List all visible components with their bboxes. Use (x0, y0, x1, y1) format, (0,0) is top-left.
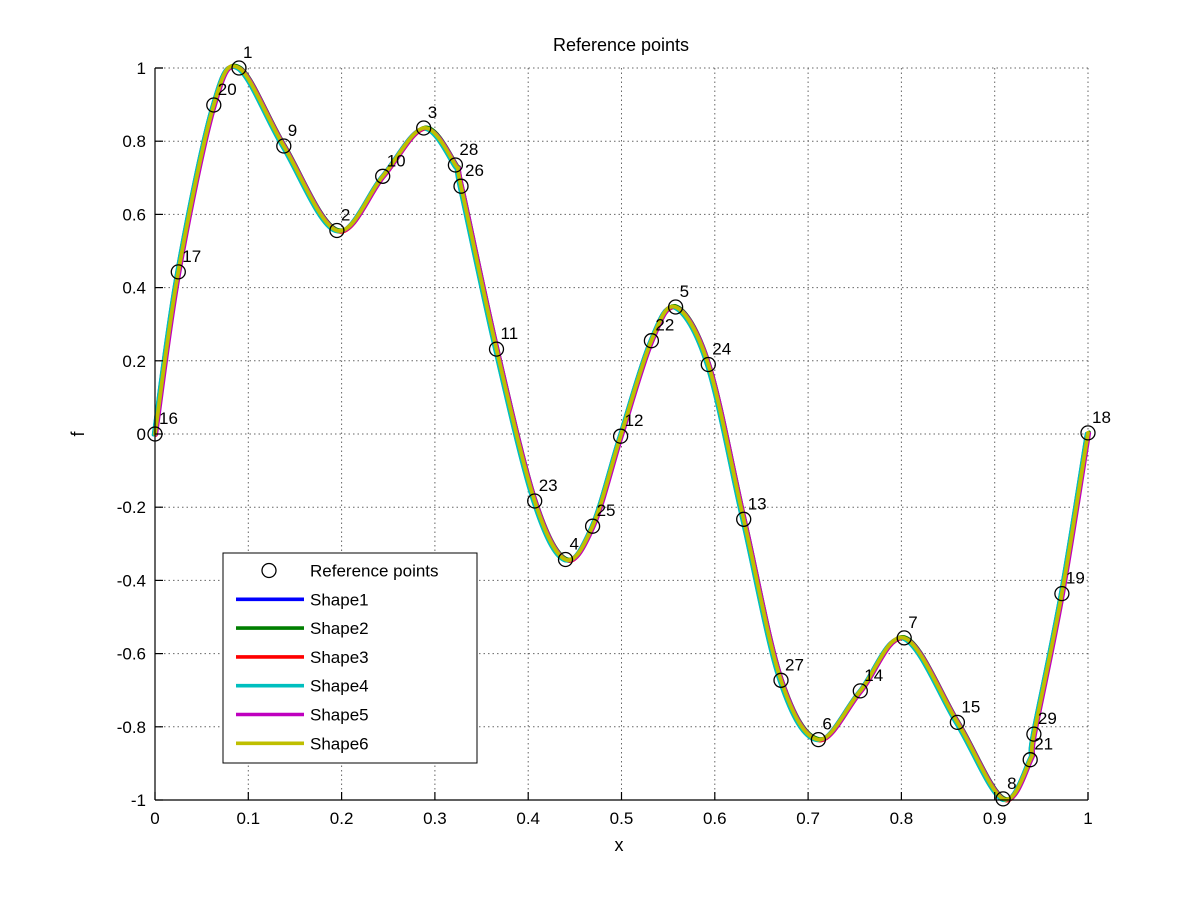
reference-point-24 (700, 356, 716, 373)
x-tick-label-0.5: 0.5 (610, 809, 634, 828)
curve-shape6 (153, 64, 1090, 802)
point-label-26: 26 (465, 161, 484, 180)
point-label-24: 24 (712, 340, 731, 359)
x-tick-label-0.8: 0.8 (890, 809, 914, 828)
reference-point-25 (584, 518, 601, 534)
reference-point-19 (1054, 585, 1070, 602)
point-label-8: 8 (1007, 774, 1016, 793)
x-tick-label-0.6: 0.6 (703, 809, 727, 828)
point-label-9: 9 (288, 121, 297, 140)
reference-point-10 (375, 168, 391, 184)
x-tick-label-1: 1 (1083, 809, 1092, 828)
point-label-2: 2 (341, 206, 350, 225)
reference-point-28 (447, 157, 464, 173)
reference-point-14 (852, 683, 868, 699)
point-label-12: 12 (625, 411, 644, 430)
reference-point-12 (612, 428, 629, 444)
point-label-28: 28 (459, 140, 478, 159)
reference-point-16 (147, 426, 163, 442)
point-label-5: 5 (680, 282, 689, 301)
reference-point-22 (643, 333, 660, 349)
x-tick-label-0: 0 (150, 809, 159, 828)
point-label-6: 6 (822, 715, 831, 734)
curves (151, 63, 1092, 803)
y-tick-label-1: 1 (137, 59, 146, 78)
point-label-23: 23 (539, 476, 558, 495)
reference-point-27 (773, 672, 789, 688)
point-label-11: 11 (501, 324, 519, 343)
reference-point-4 (557, 551, 574, 568)
reference-point-2 (329, 222, 345, 239)
point-label-25: 25 (597, 501, 616, 520)
point-label-1: 1 (243, 43, 252, 62)
point-label-18: 18 (1092, 408, 1111, 427)
y-tick-label-0.6: 0.6 (122, 205, 146, 224)
point-label-4: 4 (570, 535, 579, 554)
point-label-7: 7 (908, 613, 917, 632)
reference-point-23 (527, 493, 543, 509)
y-tick-label-0.8: 0.8 (122, 132, 146, 151)
point-label-10: 10 (387, 151, 406, 170)
reference-point-9 (276, 138, 292, 154)
reference-point-5 (667, 299, 684, 315)
reference-point-26 (453, 178, 469, 194)
x-tick-label-0.1: 0.1 (236, 809, 260, 828)
y-tick-label--0.6: -0.6 (117, 645, 146, 664)
x-tick-label-0.2: 0.2 (330, 809, 354, 828)
reference-point-21 (1022, 752, 1038, 768)
axes (154, 67, 1089, 801)
reference-point-20 (206, 97, 222, 113)
x-tick-label-0.9: 0.9 (983, 809, 1007, 828)
point-label-13: 13 (748, 494, 767, 513)
reference-point-3 (416, 120, 432, 136)
y-tick-label-0.2: 0.2 (122, 352, 146, 371)
legend-label-shape3: Shape3 (310, 648, 369, 667)
y-tick-label-0.4: 0.4 (122, 279, 146, 298)
y-tick-label--1: -1 (131, 791, 146, 810)
legend-label-reference-points: Reference points (310, 562, 439, 581)
reference-point-markers (147, 60, 1096, 807)
point-label-17: 17 (182, 247, 201, 266)
legend-label-shape2: Shape2 (310, 619, 369, 638)
x-tick-label-0.4: 0.4 (516, 809, 540, 828)
reference-point-1 (231, 60, 247, 76)
point-label-19: 19 (1066, 569, 1085, 588)
reference-point-6 (810, 731, 827, 748)
point-label-27: 27 (785, 655, 804, 674)
point-label-3: 3 (428, 103, 437, 122)
legend-marker-circle (261, 562, 277, 579)
reference-point-18 (1080, 425, 1096, 441)
tick-labels: 0 0.1 0.2 0.3 0.4 0.5 0.6 0.7 0.8 0.9 1 -1 -0.8 -0.6 -… (117, 59, 1093, 828)
x-tick-label-0.7: 0.7 (796, 809, 820, 828)
y-tick-label--0.4: -0.4 (117, 571, 146, 590)
y-axis-label: f (68, 431, 88, 437)
reference-point-29 (1026, 726, 1042, 742)
reference-point-17 (170, 264, 186, 280)
point-label-16: 16 (159, 409, 178, 428)
legend-label-shape6: Shape6 (310, 734, 369, 753)
legend-label-shape4: Shape4 (310, 677, 369, 696)
point-label-29: 29 (1038, 709, 1057, 728)
legend: Reference points Shape1 Shape2 Shape3 Shape4… (222, 552, 478, 764)
reference-point-8 (995, 791, 1011, 807)
point-label-15: 15 (961, 697, 980, 716)
reference-point-labels: 1617201921032826112342512225241327614715… (159, 43, 1111, 793)
reference-point-13 (736, 511, 752, 527)
y-tick-label-0: 0 (137, 425, 146, 444)
point-label-20: 20 (218, 80, 237, 99)
legend-label-shape5: Shape5 (310, 706, 369, 725)
point-label-14: 14 (864, 666, 883, 685)
y-tick-label--0.2: -0.2 (117, 498, 146, 517)
reference-point-7 (896, 630, 912, 646)
x-tick-label-0.3: 0.3 (423, 809, 447, 828)
legend-label-shape1: Shape1 (310, 590, 369, 609)
reference-point-15 (949, 714, 966, 731)
y-tick-label--0.8: -0.8 (117, 718, 146, 737)
point-label-22: 22 (655, 316, 674, 335)
reference-point-11 (488, 341, 505, 357)
x-axis-label: x (615, 835, 624, 855)
chart-title: Reference points (553, 35, 689, 55)
point-label-21: 21 (1034, 735, 1053, 754)
